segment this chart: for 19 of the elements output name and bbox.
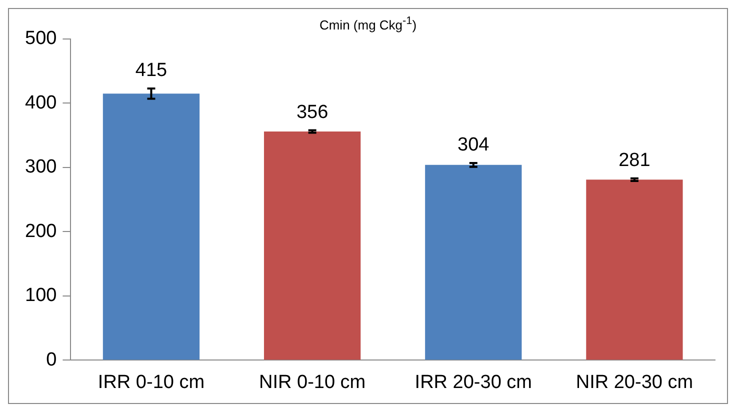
y-tick-label: 100 bbox=[25, 285, 57, 306]
data-label: 304 bbox=[458, 134, 490, 156]
y-tick-label: 500 bbox=[25, 28, 57, 50]
data-label: 356 bbox=[296, 102, 328, 123]
x-tick-label: NIR 20-30 cm bbox=[576, 372, 694, 393]
y-tick-label: 400 bbox=[25, 92, 57, 114]
data-label: 415 bbox=[135, 60, 168, 82]
bar bbox=[264, 132, 361, 360]
y-tick-label: 200 bbox=[25, 220, 57, 242]
x-tick-label: NIR 0-10 cm bbox=[258, 372, 366, 393]
bar bbox=[425, 164, 522, 360]
chart-title: Cmin (mg Ckg$^{-1}$) bbox=[319, 15, 417, 32]
x-tick-label: IRR 0-10 cm bbox=[98, 372, 205, 393]
y-tick-label: 0 bbox=[46, 349, 57, 370]
data-label: 281 bbox=[618, 150, 650, 172]
bar bbox=[586, 180, 683, 360]
bar bbox=[102, 94, 200, 360]
y-tick-label: 300 bbox=[25, 156, 57, 178]
x-tick-label: IRR 20-30 cm bbox=[414, 372, 532, 393]
